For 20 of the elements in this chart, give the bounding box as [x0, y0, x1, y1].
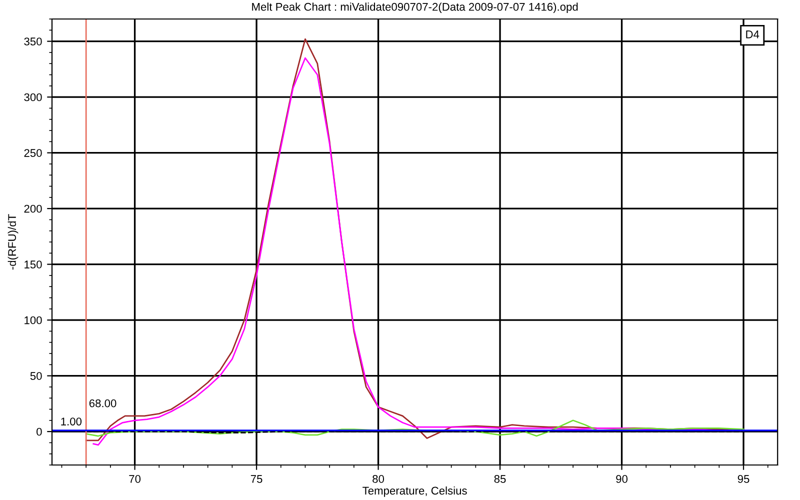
x-tick-label: 85 — [494, 475, 506, 483]
ref-line-label: 1.00 — [61, 418, 82, 426]
x-tick-label: 70 — [129, 475, 141, 483]
x-tick-label: 95 — [738, 475, 750, 483]
y-tick-label: 100 — [24, 316, 42, 324]
chart-title: Melt Peak Chart : miValidate090707-2(Data 2009-07-07 1416).opd — [252, 2, 578, 13]
x-tick-label: 75 — [250, 475, 262, 483]
y-tick-label: 150 — [24, 260, 42, 268]
y-tick-label: 50 — [30, 372, 42, 380]
y-tick-label: 0 — [36, 428, 42, 436]
y-tick-label: 250 — [24, 149, 42, 157]
annotation: D4 — [746, 30, 760, 38]
y-axis-title: -d(RFU)/dT — [8, 214, 18, 270]
ref-line-label: 68.00 — [89, 399, 116, 408]
x-tick-label: 90 — [616, 475, 628, 483]
y-tick-label: 350 — [24, 38, 42, 46]
x-tick-label: 80 — [372, 475, 384, 483]
x-axis-title: Temperature, Celsius — [362, 486, 467, 497]
y-tick-label: 200 — [24, 204, 42, 213]
y-tick-label: 300 — [24, 93, 42, 102]
